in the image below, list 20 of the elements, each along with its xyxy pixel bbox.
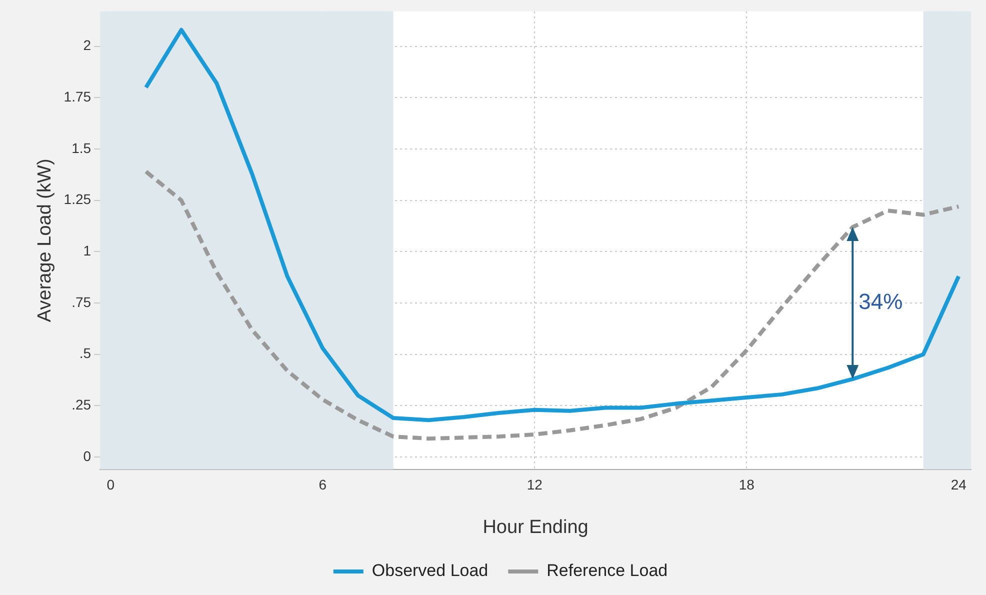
x-tick-label: 12 [526, 476, 543, 493]
y-tick-label: 0 [83, 448, 92, 464]
legend-label: Observed Load [372, 561, 488, 580]
y-tick-label: 1 [83, 242, 92, 259]
y-tick-label: .25 [72, 396, 92, 413]
x-tick-label: 24 [950, 476, 967, 493]
y-tick-label: 1.25 [64, 191, 92, 208]
x-axis-title: Hour Ending [482, 516, 588, 538]
x-tick-label: 18 [738, 476, 755, 493]
y-tick-label: .75 [72, 294, 92, 310]
x-tick-label: 6 [318, 476, 327, 493]
y-tick-label: 1.75 [64, 88, 92, 105]
y-axis-title: Average Load (kW) [34, 158, 56, 322]
y-tick-label: 1.5 [72, 140, 92, 156]
x-tick-label: 0 [106, 476, 115, 493]
annotation: 34% [858, 289, 903, 314]
y-tick-label: 2 [83, 37, 92, 54]
legend-label: Reference Load [546, 561, 668, 580]
y-tick-label: .5 [79, 345, 92, 362]
line-series [144, 170, 961, 441]
